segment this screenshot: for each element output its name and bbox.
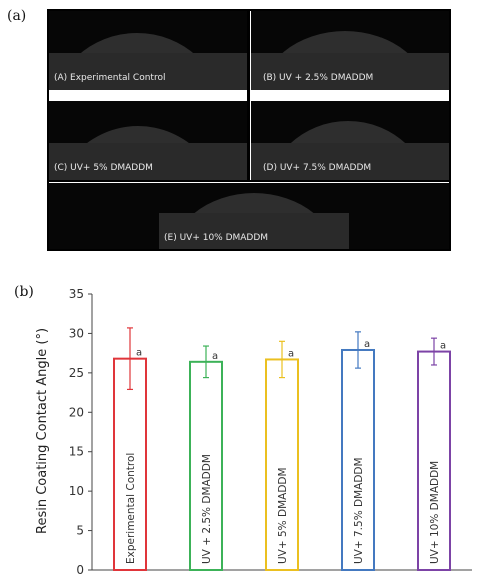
y-axis-title: Resin Coating Contact Angle (°) (35, 328, 50, 534)
droplet-photo-d: (D) UV+ 7.5% DMADDM (251, 101, 449, 180)
category-label: UV+ 5% DMADDM (277, 467, 289, 564)
droplet-photo-grid: (A) Experimental Control (B) UV + 2.5% D… (47, 9, 451, 251)
y-tick-label: 35 (69, 287, 84, 301)
y-tick-label: 30 (69, 326, 84, 340)
y-tick-label: 25 (69, 366, 84, 380)
photo-label-a: (A) Experimental Control (54, 73, 166, 83)
contact-angle-bar-chart: 0 5 10 15 20 25 30 35 a Experimental Control a UV … (35, 287, 472, 577)
droplet-photo-c: (C) UV+ 5% DMADDM (49, 101, 247, 180)
photo-label-b: (B) UV + 2.5% DMADDM (263, 73, 374, 83)
category-label: UV+ 7.5% DMADDM (353, 457, 365, 564)
y-axis: 0 5 10 15 20 25 30 35 (69, 287, 93, 577)
y-tick-label: 10 (69, 484, 84, 498)
photo-label-d: (D) UV+ 7.5% DMADDM (263, 163, 372, 173)
significance-letter: a (440, 341, 446, 352)
photo-label-e: (E) UV+ 10% DMADDM (164, 233, 269, 243)
panel-label-a: (a) (7, 8, 27, 24)
category-label: UV + 2.5% DMADDM (201, 454, 213, 564)
photo-label-c: (C) UV+ 5% DMADDM (54, 163, 153, 173)
category-label: Experimental Control (125, 453, 137, 564)
droplet-photo-b: (B) UV + 2.5% DMADDM (251, 11, 449, 90)
grid-divider-horizontal (49, 180, 449, 182)
y-tick-label: 20 (69, 405, 84, 419)
panel-label-b: (b) (14, 284, 34, 300)
droplet-photo-a: (A) Experimental Control (49, 11, 247, 90)
bar-series: a Experimental Control a UV + 2.5% DMADDM a U… (113, 327, 451, 572)
y-tick-label: 15 (69, 445, 84, 459)
droplet-photo-e: (E) UV+ 10% DMADDM (49, 183, 449, 249)
y-tick-label: 5 (76, 524, 84, 538)
significance-letter: a (288, 348, 294, 359)
significance-letter: a (364, 339, 370, 350)
significance-letter: a (136, 348, 142, 359)
significance-letter: a (212, 351, 218, 362)
category-label: UV+ 10% DMADDM (429, 461, 441, 564)
y-tick-label: 0 (76, 563, 84, 577)
grid-divider-vertical (247, 11, 250, 180)
